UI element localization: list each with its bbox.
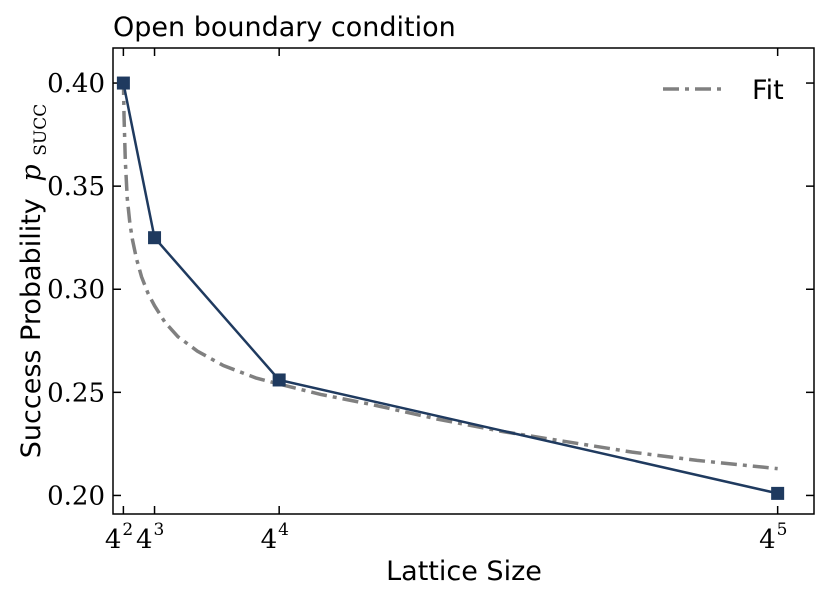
y-tick-label: 0.40: [47, 69, 105, 99]
x-tick-exponent: 5: [777, 520, 788, 540]
y-axis-label-subscript: SUCC: [31, 104, 51, 156]
y-axis-label-math: p: [16, 164, 47, 181]
x-tick-label: 4: [261, 525, 278, 555]
y-axis-ticks: 0.20 0.25 0.30 0.35 0.40: [47, 69, 814, 511]
data-point-marker: [272, 373, 286, 387]
legend-fit-label: Fit: [752, 75, 784, 106]
series-layer: [116, 76, 785, 500]
x-tick-exponent: 3: [154, 520, 165, 540]
fit-series-line: [121, 78, 778, 471]
x-tick-exponent: 2: [122, 520, 133, 540]
y-tick-label: 0.30: [47, 275, 105, 305]
x-tick-label: 4: [105, 525, 122, 555]
y-axis-label-text: Success Probability: [16, 198, 47, 458]
chart-title: Open boundary condition: [113, 12, 456, 43]
x-tick-label: 4: [136, 525, 153, 555]
y-axis-label: Success Probability p SUCC: [16, 104, 51, 458]
y-tick-label: 0.20: [47, 481, 105, 511]
x-axis-label: Lattice Size: [386, 556, 542, 587]
y-tick-label: 0.25: [47, 378, 105, 408]
data-point-marker: [116, 76, 130, 90]
data-point-marker: [148, 231, 162, 245]
axes-frame: [112, 47, 815, 515]
success-probability-line: [122, 82, 778, 495]
y-tick-label: 0.35: [47, 172, 105, 202]
y-axis-label-group: Success Probability p SUCC: [16, 104, 51, 458]
legend: Fit: [663, 75, 784, 106]
x-tick-label: 4: [759, 525, 776, 555]
data-point-marker: [771, 486, 785, 500]
x-tick-exponent: 4: [278, 520, 289, 540]
